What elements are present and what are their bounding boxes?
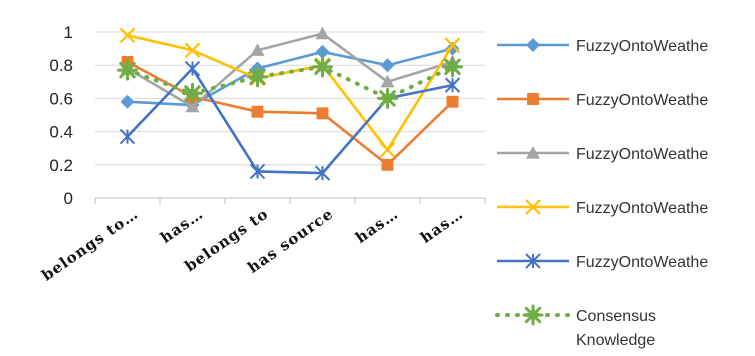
- series-lines: [117, 26, 463, 181]
- y-tick-label: 0: [64, 189, 73, 208]
- data-point: [184, 42, 201, 59]
- series-line: [126, 60, 454, 167]
- data-point: [444, 37, 461, 54]
- data-point: [525, 253, 541, 269]
- data-point: [377, 87, 398, 109]
- data-point: [182, 82, 203, 104]
- legend-label: FuzzyOntoWeathe: [576, 200, 708, 217]
- data-point: [185, 99, 200, 113]
- data-point: [119, 27, 136, 44]
- data-point: [184, 60, 201, 77]
- data-point: [120, 94, 135, 109]
- data-point: [315, 44, 330, 59]
- gridlines: [94, 31, 486, 204]
- data-point: [381, 158, 394, 171]
- legend-label: FuzzyOntoWeathe: [576, 146, 708, 163]
- x-tick-label: belongs to…: [38, 205, 141, 285]
- legend-label: FuzzyOntoWeathe: [576, 254, 708, 271]
- series-line: [126, 32, 453, 108]
- legend: FuzzyOntoWeathe FuzzyOntoWeathe FuzzyOntoW…: [495, 38, 708, 349]
- data-point: [522, 304, 544, 326]
- data-point: [380, 58, 395, 73]
- series-line: [127, 47, 453, 107]
- legend-label: FuzzyOntoWeathe: [576, 92, 708, 109]
- data-point: [315, 26, 330, 40]
- legend-item: Consensus Knowledge: [495, 304, 656, 349]
- data-point: [527, 93, 539, 105]
- series-6: [117, 56, 463, 109]
- data-point: [446, 95, 459, 108]
- legend-item: FuzzyOntoWeathe: [497, 146, 708, 163]
- data-point: [117, 59, 138, 81]
- y-tick-label: 0.6: [49, 89, 73, 108]
- y-tick-label: 0.2: [49, 156, 73, 175]
- legend-item: FuzzyOntoWeathe: [497, 38, 708, 55]
- series-3: [120, 26, 460, 113]
- data-point: [379, 142, 396, 158]
- legend-label: Knowledge: [576, 332, 655, 349]
- series-line: [126, 67, 453, 175]
- y-tick-label: 0.4: [49, 123, 73, 142]
- data-point: [119, 128, 136, 145]
- data-point: [525, 199, 541, 215]
- y-axis-ticks: 0 0.2 0.4 0.6 0.8 1: [49, 23, 73, 208]
- x-tick-label: has…: [417, 205, 467, 247]
- series-line: [125, 64, 455, 101]
- x-tick-label: has…: [157, 205, 207, 247]
- data-point: [526, 146, 540, 159]
- data-point: [380, 74, 395, 88]
- data-point: [251, 105, 264, 118]
- series-4: [119, 27, 461, 158]
- x-tick-label: has…: [352, 205, 402, 247]
- data-point: [249, 163, 266, 180]
- data-point: [316, 107, 329, 120]
- legend-item: FuzzyOntoWeathe: [497, 253, 708, 271]
- data-point: [444, 77, 461, 93]
- legend-item: FuzzyOntoWeathe: [497, 199, 708, 217]
- series-1: [120, 41, 460, 113]
- data-point: [250, 43, 265, 56]
- data-point: [526, 38, 540, 52]
- y-tick-label: 0.8: [49, 56, 73, 75]
- data-point: [314, 165, 331, 181]
- legend-label: Consensus: [576, 308, 656, 325]
- data-point: [247, 66, 268, 88]
- data-point: [312, 56, 333, 78]
- legend-label: FuzzyOntoWeathe: [576, 38, 708, 55]
- legend-item: FuzzyOntoWeathe: [497, 92, 708, 109]
- series-5: [119, 60, 461, 181]
- y-tick-label: 1: [64, 23, 73, 42]
- data-point: [442, 56, 463, 78]
